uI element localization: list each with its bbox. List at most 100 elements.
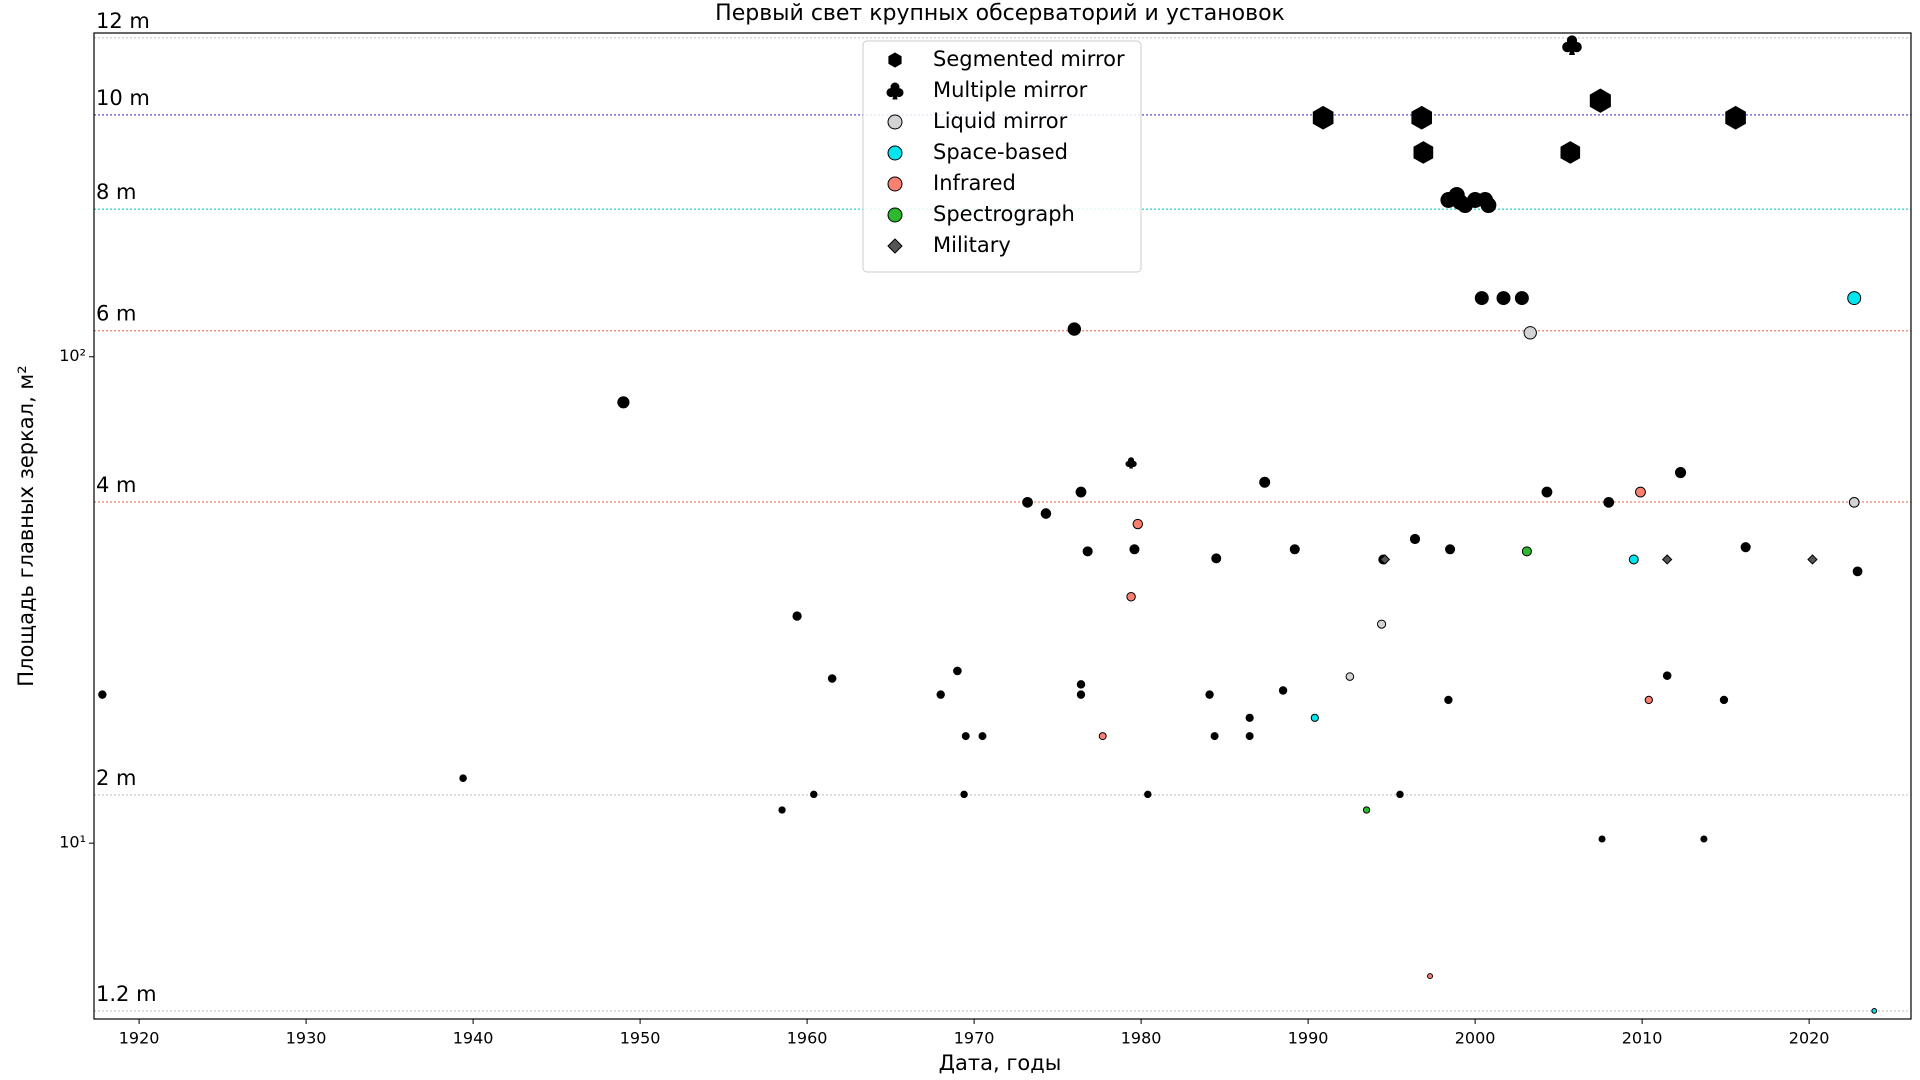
x-tick-label: 1960 <box>787 1029 828 1048</box>
data-point <box>1725 105 1746 130</box>
data-point <box>1807 554 1818 565</box>
data-point <box>1345 672 1355 681</box>
data-point <box>1409 533 1421 545</box>
chart-title: Первый свет крупных обсерваторий и устан… <box>715 1 1285 26</box>
data-point <box>1126 592 1136 602</box>
reference-label: 6 m <box>96 302 137 326</box>
data-point <box>1603 496 1615 508</box>
data-point <box>827 674 837 683</box>
data-point <box>1562 35 1582 56</box>
data-point <box>1022 496 1033 508</box>
data-point <box>1514 291 1529 306</box>
y-tick-label: 10¹ <box>59 833 86 852</box>
data-point <box>1674 466 1687 479</box>
legend-label: Space-based <box>933 140 1068 164</box>
legend-marker <box>887 145 903 161</box>
legend-label: Segmented mirror <box>933 47 1125 71</box>
data-point <box>1245 713 1254 722</box>
legend-label: Infrared <box>933 171 1016 195</box>
legend-marker <box>887 238 903 254</box>
data-point <box>1719 695 1729 705</box>
legend-label: Military <box>933 233 1011 257</box>
data-point <box>1312 105 1334 130</box>
data-point <box>1661 554 1673 565</box>
data-point <box>1474 291 1489 306</box>
reference-label: 2 m <box>96 766 137 790</box>
x-tick-label: 1970 <box>954 1029 995 1048</box>
data-point <box>1427 973 1434 980</box>
x-tick-label: 1950 <box>620 1029 661 1048</box>
data-point <box>1523 326 1537 340</box>
reference-label: 10 m <box>96 86 150 110</box>
plot-frame <box>93 32 1912 1020</box>
data-point <box>1377 619 1387 629</box>
data-point <box>1082 546 1093 557</box>
data-point <box>1125 457 1137 469</box>
data-point <box>1848 496 1860 508</box>
data-point <box>617 396 630 409</box>
data-point <box>1496 291 1511 306</box>
data-point <box>1396 790 1404 799</box>
data-point <box>1445 544 1456 555</box>
data-point <box>1210 732 1219 741</box>
data-point <box>1852 566 1863 577</box>
data-point <box>1411 105 1432 130</box>
data-point <box>1245 732 1254 741</box>
data-point <box>1205 690 1214 699</box>
data-point <box>1379 554 1391 565</box>
legend-label: Multiple mirror <box>933 78 1088 102</box>
legend-marker <box>888 52 902 68</box>
data-point <box>1040 508 1052 519</box>
data-point <box>1098 732 1107 741</box>
data-point <box>1278 686 1288 695</box>
data-point <box>810 790 818 799</box>
y-axis-label: Площадь главных зеркал, м² <box>14 365 38 686</box>
y-tick-label: 10² <box>59 346 86 365</box>
data-point <box>1560 141 1581 164</box>
x-tick-label: 1920 <box>119 1029 160 1048</box>
data-point <box>1740 542 1751 553</box>
data-point <box>1598 835 1606 843</box>
legend-marker <box>887 176 903 192</box>
x-tick-label: 2010 <box>1622 1029 1663 1048</box>
data-point <box>1144 790 1152 799</box>
data-point <box>978 732 987 741</box>
data-point <box>1635 486 1646 498</box>
data-point <box>792 611 802 621</box>
x-tick-label: 2020 <box>1789 1029 1830 1048</box>
data-point <box>961 732 970 741</box>
x-tick-label: 1930 <box>286 1029 327 1048</box>
data-point <box>1362 806 1371 814</box>
x-axis-label: Дата, годы <box>939 1051 1062 1075</box>
data-point <box>1211 553 1222 564</box>
legend-label: Liquid mirror <box>933 109 1068 133</box>
x-tick-label: 1980 <box>1121 1029 1162 1048</box>
reference-label: 4 m <box>96 473 137 497</box>
data-point <box>1067 322 1082 336</box>
data-point <box>1628 554 1639 565</box>
data-point <box>459 774 467 782</box>
data-point <box>1589 88 1611 113</box>
data-point <box>1700 835 1708 843</box>
data-point <box>1129 544 1140 555</box>
legend-marker <box>887 207 903 223</box>
data-point <box>1480 197 1497 214</box>
data-point <box>953 666 962 676</box>
legend-marker <box>886 82 904 100</box>
reference-label: 12 m <box>96 9 150 33</box>
data-point <box>1413 141 1434 164</box>
reference-label: 1.2 m <box>96 982 157 1006</box>
data-point <box>1310 713 1319 722</box>
data-point <box>1259 476 1271 488</box>
legend-marker <box>887 114 903 130</box>
data-point <box>936 690 945 699</box>
data-point <box>1541 486 1553 498</box>
data-point <box>1076 680 1086 689</box>
data-point <box>960 790 968 799</box>
data-point <box>1662 671 1672 680</box>
x-tick-label: 2000 <box>1455 1029 1496 1048</box>
data-point <box>1289 544 1300 555</box>
x-tick-label: 1940 <box>453 1029 494 1048</box>
data-point <box>1644 695 1653 705</box>
data-point <box>1075 486 1087 498</box>
